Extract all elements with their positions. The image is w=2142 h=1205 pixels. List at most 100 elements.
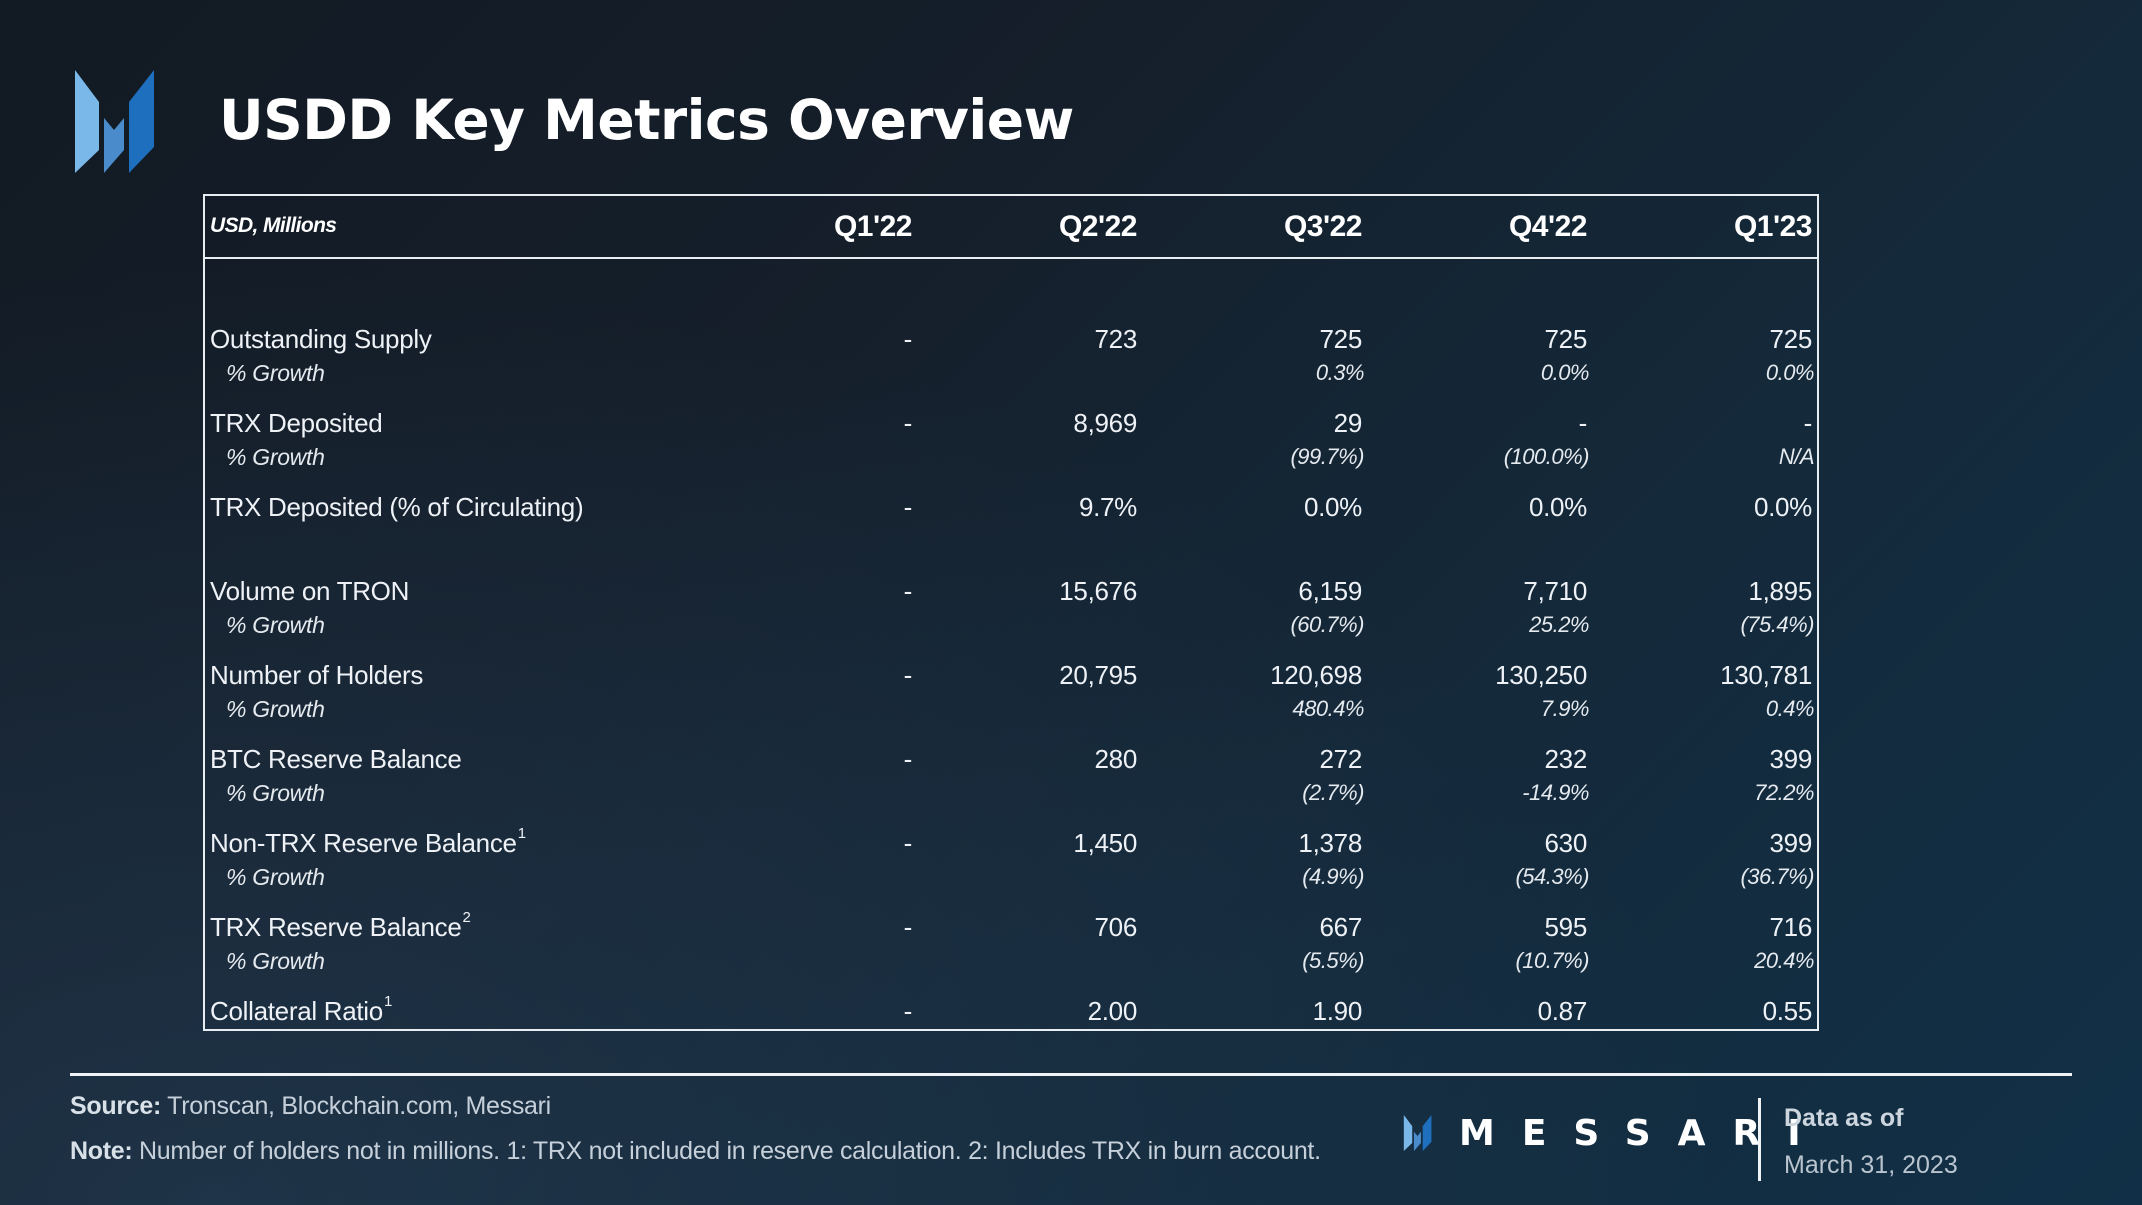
source-label: Source: [70, 1092, 161, 1120]
table-cell: 232 [1544, 744, 1588, 774]
table-cell: 9.7% [1078, 492, 1137, 522]
row-label: Non-TRX Reserve Balance1 [210, 825, 526, 859]
table-cell: - [903, 660, 913, 690]
row-label-text: Non-TRX Reserve Balance [210, 828, 517, 858]
footer-divider [70, 1073, 2072, 1076]
table-cell: 7,710 [1523, 576, 1587, 606]
growth-label: % Growth [226, 444, 325, 470]
messari-logo-icon [75, 70, 154, 173]
growth-cell: 0.3% [1315, 360, 1365, 385]
table-cell: 280 [1094, 744, 1138, 774]
growth-cell: 480.4% [1292, 696, 1364, 721]
table-cell: 0.87 [1537, 996, 1588, 1026]
table-cell: 0.0% [1528, 492, 1587, 522]
growth-cell: (75.4%) [1740, 612, 1814, 637]
source-text: Tronscan, Blockchain.com, Messari [160, 1092, 551, 1120]
column-header: Q4'22 [1508, 210, 1588, 243]
growth-cell: 7.9% [1540, 696, 1590, 721]
table-cell: - [903, 576, 913, 606]
growth-cell: 0.0% [1765, 360, 1815, 385]
growth-label: % Growth [226, 696, 325, 722]
column-header: Q3'22 [1283, 210, 1363, 243]
note-label: Note: [70, 1137, 133, 1165]
growth-cell: (10.7%) [1515, 948, 1589, 973]
table-cell: 399 [1769, 744, 1813, 774]
table-cell: - [903, 996, 913, 1026]
brand-divider [1758, 1098, 1761, 1181]
row-label-text: TRX Deposited (% of Circulating) [210, 492, 584, 522]
table-cell: 20,795 [1059, 660, 1137, 690]
footnote-marker: 2 [462, 909, 471, 927]
table-cell: 130,781 [1720, 660, 1812, 690]
row-label-text: TRX Deposited [210, 408, 383, 438]
table-cell: 1,895 [1748, 576, 1812, 606]
source-note: Source: Tronscan, Blockchain.com, Messar… [70, 1092, 551, 1121]
row-label: BTC Reserve Balance [210, 744, 462, 775]
brand-wordmark: MESSARI [1459, 1112, 1828, 1154]
column-header: Q2'22 [1058, 210, 1138, 243]
data-as-of-label: Data as of [1784, 1104, 1904, 1132]
metrics-table: USD, Millions Q1'22 Q2'22 Q3'22 Q4'22 Q1… [203, 194, 1819, 1031]
growth-cell: (54.3%) [1515, 864, 1589, 889]
row-label-text: TRX Reserve Balance [210, 912, 462, 942]
table-cell: 725 [1319, 324, 1363, 354]
table-cell: - [903, 828, 913, 858]
row-label-text: Volume on TRON [210, 576, 410, 606]
table-header-row: USD, Millions Q1'22 Q2'22 Q3'22 Q4'22 Q1… [205, 196, 1817, 259]
table-cell: 0.0% [1303, 492, 1362, 522]
growth-cell: (36.7%) [1740, 864, 1814, 889]
row-label-text: BTC Reserve Balance [210, 744, 462, 774]
row-label-text: Collateral Ratio [210, 996, 383, 1026]
footnote-marker: 1 [383, 993, 392, 1011]
table-cell: 1,378 [1298, 828, 1362, 858]
table-cell: - [903, 408, 913, 438]
table-cell: - [1803, 408, 1813, 438]
table-cell: 716 [1769, 912, 1813, 942]
table-cell: 6,159 [1298, 576, 1362, 606]
row-label: Number of Holders [210, 660, 423, 691]
table-cell: - [903, 912, 913, 942]
growth-cell: N/A [1778, 444, 1815, 469]
row-label: Volume on TRON [210, 576, 409, 607]
growth-cell: 72.2% [1754, 780, 1814, 805]
row-label: Outstanding Supply [210, 324, 432, 355]
table-cell: 8,969 [1073, 408, 1137, 438]
column-header: Q1'22 [833, 210, 913, 243]
table-cell: 1,450 [1073, 828, 1137, 858]
table-cell: 0.55 [1762, 996, 1813, 1026]
row-label: TRX Deposited (% of Circulating) [210, 492, 584, 523]
page-title: USDD Key Metrics Overview [219, 88, 1074, 152]
growth-cell: (2.7%) [1302, 780, 1364, 805]
table-cell: 723 [1094, 324, 1138, 354]
messari-mark-icon [1403, 1115, 1432, 1151]
growth-cell: (100.0%) [1503, 444, 1590, 469]
table-cell: - [1578, 408, 1588, 438]
growth-cell: 0.0% [1540, 360, 1590, 385]
row-label: TRX Deposited [210, 408, 383, 439]
table-cell: 0.0% [1753, 492, 1812, 522]
table-cell: 1.90 [1312, 996, 1363, 1026]
growth-cell: 0.4% [1765, 696, 1815, 721]
note-text: Number of holders not in millions. 1: TR… [132, 1137, 1321, 1165]
table-cell: 130,250 [1495, 660, 1587, 690]
growth-label: % Growth [226, 612, 325, 638]
growth-label: % Growth [226, 948, 325, 974]
growth-cell: 25.2% [1529, 612, 1589, 637]
messari-brand: MESSARI [1403, 1112, 1828, 1154]
growth-label: % Growth [226, 780, 325, 806]
footnote: Note: Number of holders not in millions.… [70, 1137, 1321, 1166]
table-cell: 630 [1544, 828, 1588, 858]
table-cell: 29 [1333, 408, 1363, 438]
growth-label: % Growth [226, 864, 325, 890]
table-cell: 706 [1094, 912, 1138, 942]
table-cell: 725 [1544, 324, 1588, 354]
data-as-of-date: March 31, 2023 [1784, 1151, 1958, 1179]
growth-label: % Growth [226, 360, 325, 386]
growth-cell: -14.9% [1522, 780, 1589, 805]
growth-cell: (5.5%) [1302, 948, 1364, 973]
table-cell: 595 [1544, 912, 1588, 942]
footnote-marker: 1 [517, 825, 526, 843]
row-label: TRX Reserve Balance2 [210, 909, 471, 943]
table-cell: 667 [1319, 912, 1363, 942]
table-cell: 120,698 [1270, 660, 1362, 690]
